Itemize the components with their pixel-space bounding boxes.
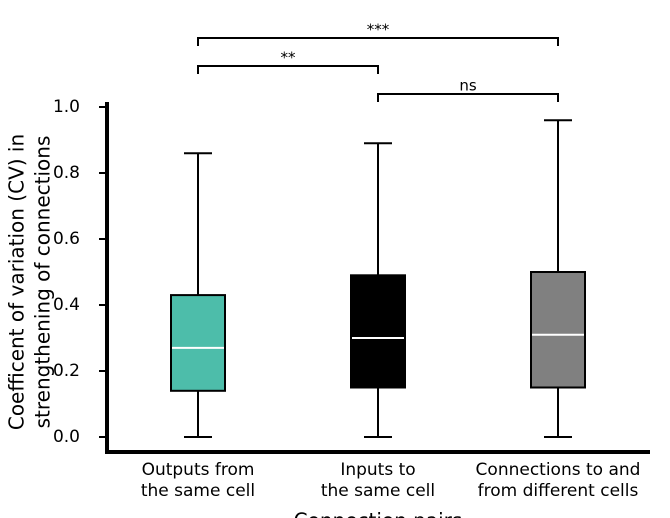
x-tick-label: Inputs to [340, 460, 415, 480]
significance-bracket [377, 93, 559, 102]
x-tick-label: the same cell [141, 481, 255, 501]
x-tick-label: Connections to and [476, 460, 641, 480]
y-tick-label: 0.2 [53, 361, 80, 381]
y-tick-label: 0.0 [53, 427, 80, 447]
significance-label: ** [281, 49, 297, 67]
y-tick-label: 0.8 [53, 163, 80, 183]
y-tick-label: 1.0 [53, 97, 80, 117]
significance-label: *** [367, 21, 390, 39]
y-axis-label: Coefficent of variation (CV) in [5, 134, 29, 430]
significance-bracket [197, 37, 559, 46]
x-tick-label: from different cells [478, 481, 639, 501]
y-tick-label: 0.6 [53, 229, 80, 249]
box [530, 271, 586, 389]
box [350, 274, 406, 389]
y-axis-label: strengthening of connections [31, 136, 55, 429]
box [170, 294, 226, 392]
x-tick-label: Outputs from [142, 460, 255, 480]
x-axis-label: Connection pairs [294, 509, 463, 518]
significance-label: ns [459, 77, 477, 95]
x-tick-label: the same cell [321, 481, 435, 501]
y-tick-label: 0.4 [53, 295, 80, 315]
significance-bracket [197, 65, 379, 74]
